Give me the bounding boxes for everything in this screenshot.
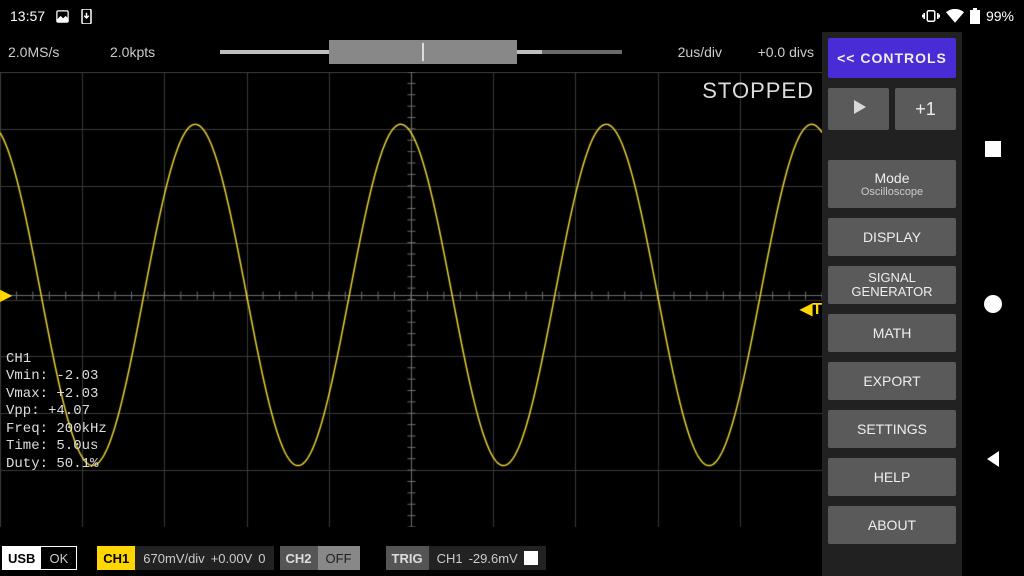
vibrate-icon <box>922 9 940 23</box>
recents-button[interactable] <box>983 139 1003 159</box>
ch1-control[interactable]: CH1 670mV/div +0.00V 0 <box>97 546 273 570</box>
siggen-label: SIGNAL GENERATOR <box>851 271 932 300</box>
usb-status[interactable]: USB OK <box>2 546 77 570</box>
meas-vpp: Vpp: +4.07 <box>6 403 107 421</box>
about-button[interactable]: ABOUT <box>828 506 956 544</box>
siggen-button[interactable]: SIGNAL GENERATOR <box>828 266 956 304</box>
trig-level: -29.6mV <box>469 551 518 566</box>
controls-toggle-button[interactable]: << CONTROLS <box>828 38 956 78</box>
measurements-readout: CH1 Vmin: -2.03 Vmax: +2.03 Vpp: +4.07 F… <box>6 351 107 474</box>
usb-tag: USB <box>2 546 41 570</box>
trig-tag: TRIG <box>386 546 429 570</box>
run-state: STOPPED <box>702 78 814 104</box>
single-capture-button[interactable]: +1 <box>895 88 956 130</box>
ch2-state: OFF <box>318 546 360 570</box>
ch2-control[interactable]: CH2 OFF <box>280 546 360 570</box>
trigger-control[interactable]: TRIG CH1 -29.6mV <box>386 546 546 570</box>
horiz-offset[interactable]: +0.0 divs <box>722 44 822 60</box>
export-button[interactable]: EXPORT <box>828 362 956 400</box>
wifi-icon <box>946 9 964 23</box>
display-button[interactable]: DISPLAY <box>828 218 956 256</box>
mode-value: Oscilloscope <box>861 186 923 198</box>
ch1-vdiv: 670mV/div <box>143 551 204 566</box>
rising-edge-icon <box>524 551 538 565</box>
ch2-tag: CH2 <box>280 546 318 570</box>
play-icon <box>851 99 867 120</box>
settings-button[interactable]: SETTINGS <box>828 410 956 448</box>
update-icon <box>80 9 93 24</box>
ch1-coupling: 0 <box>258 551 265 566</box>
math-button[interactable]: MATH <box>828 314 956 352</box>
statusbar-battery: 99% <box>986 8 1014 24</box>
sample-count[interactable]: 2.0kpts <box>110 44 220 60</box>
control-panel: << CONTROLS +1 Mode Oscilloscope DISPLAY… <box>822 32 962 576</box>
trigger-level-marker[interactable]: ◀T <box>800 299 822 319</box>
usb-value: OK <box>41 546 77 570</box>
android-navbar <box>962 32 1024 576</box>
ch1-ground-marker[interactable]: ▶ <box>0 285 12 305</box>
meas-time: Time: 5.0us <box>6 438 107 456</box>
time-per-div[interactable]: 2us/div <box>622 44 722 60</box>
battery-icon <box>970 8 980 24</box>
android-statusbar: 13:57 99% <box>0 0 1024 32</box>
meas-vmin: Vmin: -2.03 <box>6 368 107 386</box>
timebase-bar: 2.0MS/s 2.0kpts 2us/div +0.0 divs <box>0 32 822 72</box>
meas-duty: Duty: 50.1% <box>6 456 107 474</box>
channel-bar: USB OK CH1 670mV/div +0.00V 0 CH2 OFF TR… <box>0 540 822 576</box>
meas-freq: Freq: 200kHz <box>6 421 107 439</box>
back-button[interactable] <box>983 449 1003 469</box>
help-button[interactable]: HELP <box>828 458 956 496</box>
trig-source: CH1 <box>437 551 463 566</box>
run-stop-button[interactable] <box>828 88 889 130</box>
ch1-tag: CH1 <box>97 546 135 570</box>
mode-button[interactable]: Mode Oscilloscope <box>828 160 956 208</box>
home-button[interactable] <box>983 294 1003 314</box>
statusbar-time: 13:57 <box>10 8 45 24</box>
timebase-slider[interactable] <box>220 32 622 72</box>
meas-vmax: Vmax: +2.03 <box>6 386 107 404</box>
meas-channel: CH1 <box>6 351 107 369</box>
waveform-display[interactable]: ▶ ◀T CH1 Vmin: -2.03 Vmax: +2.03 Vpp: +4… <box>0 72 822 527</box>
sample-rate[interactable]: 2.0MS/s <box>0 44 110 60</box>
image-icon <box>55 9 70 24</box>
ch1-offset: +0.00V <box>211 551 253 566</box>
mode-label: Mode <box>874 170 909 186</box>
